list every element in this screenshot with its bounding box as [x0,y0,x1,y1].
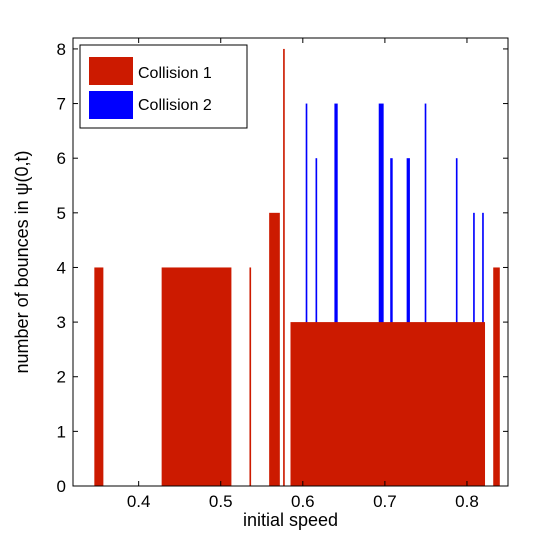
y-axis-label: number of bounces in ψ(0,t) [12,151,32,374]
y-tick-label: 6 [57,149,66,168]
x-tick-label: 0.8 [455,492,479,511]
bar-collision-2-6 [424,103,427,486]
y-tick-label: 8 [57,40,66,59]
axis-ticks: 0.4 0.5 0.6 0.7 0.8 0 1 2 3 4 5 6 7 8 [57,38,508,511]
bar-collision-1-1 [161,267,232,486]
y-tick-label: 4 [57,258,66,277]
bar-collision-1-3 [269,212,280,486]
bar-collision-1-0 [94,267,104,486]
x-tick-label: 0.4 [127,492,151,511]
collision-1-bars [94,48,500,487]
legend-label-collision-2: Collision 2 [138,97,212,114]
legend-swatch-collision-2 [89,91,133,119]
x-tick-label: 0.5 [209,492,233,511]
bar-collision-1-2 [249,267,252,486]
y-tick-label: 0 [57,477,66,496]
y-tick-label: 3 [57,313,66,332]
bar-collision-2-2 [334,103,338,486]
y-tick-label: 2 [57,368,66,387]
plot-frame [72,37,509,487]
bar-collision-1-4 [283,48,285,487]
x-tick-label: 0.7 [373,492,397,511]
legend-swatch-collision-1 [89,57,133,85]
bar-collision-2-0 [305,103,308,486]
y-tick-label: 1 [57,422,66,441]
y-tick-label: 7 [57,95,66,114]
legend: Collision 1 Collision 2 [79,44,248,129]
x-tick-label: 0.6 [291,492,315,511]
bar-collision-1-5 [290,322,486,486]
y-tick-label: 5 [57,204,66,223]
bar-collision-1-6 [493,267,500,486]
legend-label-collision-1: Collision 1 [138,65,212,82]
x-axis-label: initial speed [243,510,338,530]
bar-collision-2-3 [378,103,384,486]
